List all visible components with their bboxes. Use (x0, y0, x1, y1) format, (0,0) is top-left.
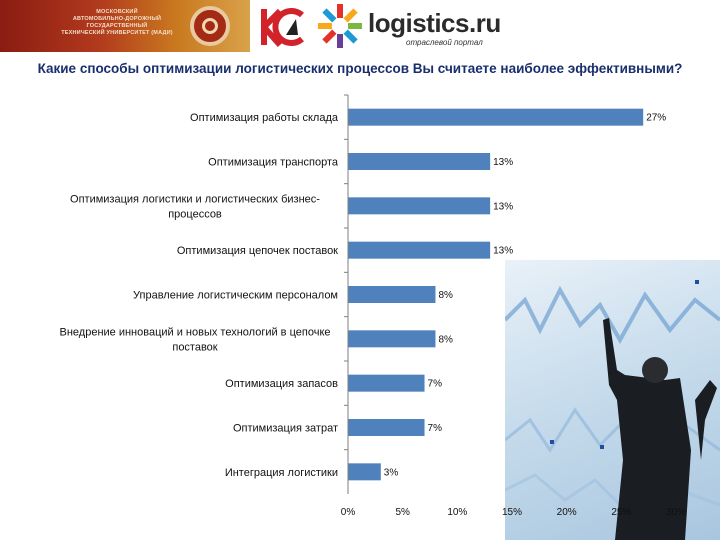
data-label: 13% (493, 157, 513, 168)
madi-logo-line: ТЕХНИЧЕСКИЙ УНИВЕРСИТЕТ (МАДИ) (61, 30, 173, 36)
data-label: 8% (438, 334, 453, 345)
data-label: 13% (493, 201, 513, 212)
bar (348, 153, 491, 170)
data-label: 3% (384, 467, 399, 478)
bar (348, 108, 644, 126)
x-tick-label: 15% (502, 507, 522, 518)
bar (348, 286, 436, 303)
bar (348, 463, 381, 481)
bar (348, 197, 491, 215)
bar (348, 330, 436, 348)
data-label: 13% (493, 246, 513, 257)
data-label: 27% (646, 113, 666, 124)
data-label: 8% (438, 290, 453, 301)
category-label: Оптимизация логистики и логистических би… (70, 193, 320, 205)
logistics-subtitle: отраслевой портал (406, 38, 483, 47)
category-label: Оптимизация запасов (225, 378, 338, 390)
logo-bar: МОСКОВСКИЙ АВТОМОБИЛЬНО-ДОРОЖНЫЙ ГОСУДАР… (0, 0, 720, 55)
logistics-star-icon (318, 4, 362, 48)
category-label: Интеграция логистики (225, 467, 338, 479)
category-label: Оптимизация работы склада (190, 112, 339, 124)
category-label: Оптимизация цепочек поставок (177, 245, 338, 257)
x-tick-label: 10% (447, 507, 467, 518)
madi-wheel-icon (190, 6, 230, 46)
data-label: 7% (428, 423, 443, 434)
bar (348, 419, 425, 436)
bar (348, 241, 491, 259)
madi-logo-text: МОСКОВСКИЙ АВТОМОБИЛЬНО-ДОРОЖНЫЙ ГОСУДАР… (52, 9, 182, 37)
x-tick-label: 0% (341, 507, 356, 518)
x-tick-label: 5% (395, 507, 410, 518)
madi-logo-line: МОСКОВСКИЙ (96, 9, 138, 15)
logistics-name: logistics.ru (368, 8, 501, 38)
category-label: Оптимизация затрат (233, 423, 338, 435)
madi-logo-line: АВТОМОБИЛЬНО-ДОРОЖНЫЙ ГОСУДАРСТВЕННЫЙ (72, 16, 162, 29)
logistics-logo: logistics.ru отраслевой портал (312, 0, 512, 52)
ks-logo-icon (261, 8, 304, 47)
photo-art-icon (505, 280, 720, 540)
data-label: 7% (428, 379, 443, 390)
chart-title: Какие способы оптимизации логистических … (37, 61, 683, 76)
category-label: поставок (172, 341, 217, 353)
bar (348, 374, 425, 392)
category-label: Управление логистическим персоналом (133, 290, 338, 302)
category-label: Оптимизация транспорта (208, 157, 339, 169)
category-label: процессов (168, 208, 222, 220)
x-tick-label: 30% (666, 507, 686, 518)
madi-logo: МОСКОВСКИЙ АВТОМОБИЛЬНО-ДОРОЖНЫЙ ГОСУДАР… (0, 0, 250, 52)
x-tick-label: 20% (557, 507, 577, 518)
x-tick-label: 25% (611, 507, 631, 518)
businessman-photo (505, 260, 720, 540)
category-label: Внедрение инноваций и новых технологий в… (60, 326, 331, 338)
